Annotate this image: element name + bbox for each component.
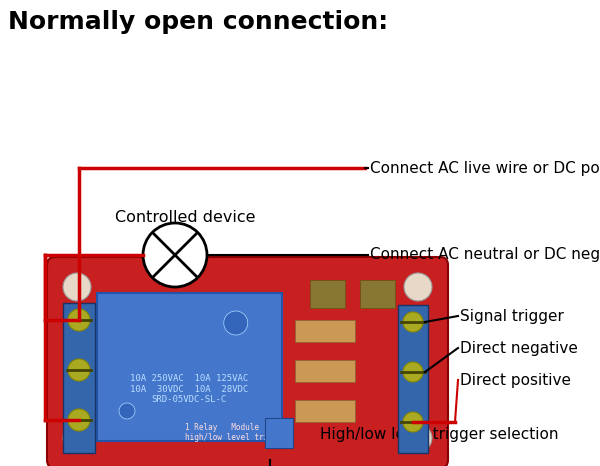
Circle shape [403, 362, 423, 382]
Bar [97, 293, 282, 441]
Text: High/low level trigger selection: High/low level trigger selection [320, 427, 559, 443]
Bar [398, 305, 428, 453]
Circle shape [404, 424, 432, 452]
Bar [265, 418, 293, 448]
Circle shape [143, 223, 207, 287]
Text: 10A 250VAC  10A 125VAC
10A  30VDC  10A  28VDC
SRD-05VDC-SL-C: 10A 250VAC 10A 125VAC 10A 30VDC 10A 28VD… [130, 374, 248, 404]
Circle shape [403, 412, 423, 432]
Text: Direct negative: Direct negative [460, 341, 578, 356]
Bar [63, 303, 95, 453]
Text: Direct positive: Direct positive [460, 372, 571, 388]
Circle shape [68, 359, 90, 381]
Circle shape [403, 312, 423, 332]
Circle shape [63, 273, 91, 301]
Circle shape [224, 311, 248, 335]
Text: 1 Relay   Module
high/low level trigger: 1 Relay Module high/low level trigger [185, 423, 287, 442]
Bar [310, 280, 345, 308]
Text: Normally open connection:: Normally open connection: [8, 10, 388, 34]
Text: Signal trigger: Signal trigger [460, 308, 564, 323]
Bar [295, 360, 355, 382]
Bar [295, 400, 355, 422]
Bar [360, 280, 395, 308]
Bar [295, 320, 355, 342]
FancyBboxPatch shape [47, 257, 448, 466]
Text: Controlled device: Controlled device [115, 211, 256, 226]
Circle shape [119, 403, 135, 419]
Text: Connect AC neutral or DC negative: Connect AC neutral or DC negative [370, 247, 600, 262]
Circle shape [404, 273, 432, 301]
Circle shape [68, 409, 90, 431]
Circle shape [68, 309, 90, 331]
Text: Connect AC live wire or DC positive: Connect AC live wire or DC positive [370, 160, 600, 176]
Circle shape [63, 424, 91, 452]
